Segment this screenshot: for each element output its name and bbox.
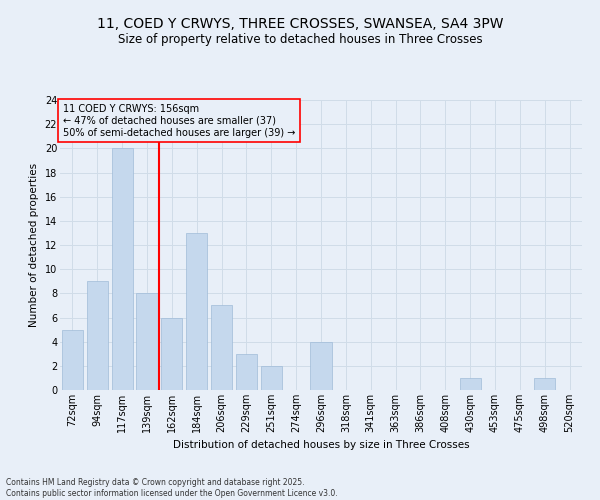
Bar <box>211 306 232 390</box>
Y-axis label: Number of detached properties: Number of detached properties <box>29 163 39 327</box>
Bar <box>87 281 108 390</box>
Bar <box>161 318 182 390</box>
Bar <box>261 366 282 390</box>
Text: Contains HM Land Registry data © Crown copyright and database right 2025.
Contai: Contains HM Land Registry data © Crown c… <box>6 478 338 498</box>
Text: 11 COED Y CRWYS: 156sqm
← 47% of detached houses are smaller (37)
50% of semi-de: 11 COED Y CRWYS: 156sqm ← 47% of detache… <box>62 104 295 138</box>
Text: 11, COED Y CRWYS, THREE CROSSES, SWANSEA, SA4 3PW: 11, COED Y CRWYS, THREE CROSSES, SWANSEA… <box>97 18 503 32</box>
Bar <box>186 233 207 390</box>
Bar <box>112 148 133 390</box>
Bar <box>460 378 481 390</box>
Bar <box>534 378 555 390</box>
Bar <box>310 342 332 390</box>
Bar <box>236 354 257 390</box>
Text: Size of property relative to detached houses in Three Crosses: Size of property relative to detached ho… <box>118 32 482 46</box>
X-axis label: Distribution of detached houses by size in Three Crosses: Distribution of detached houses by size … <box>173 440 469 450</box>
Bar <box>62 330 83 390</box>
Bar <box>136 294 158 390</box>
